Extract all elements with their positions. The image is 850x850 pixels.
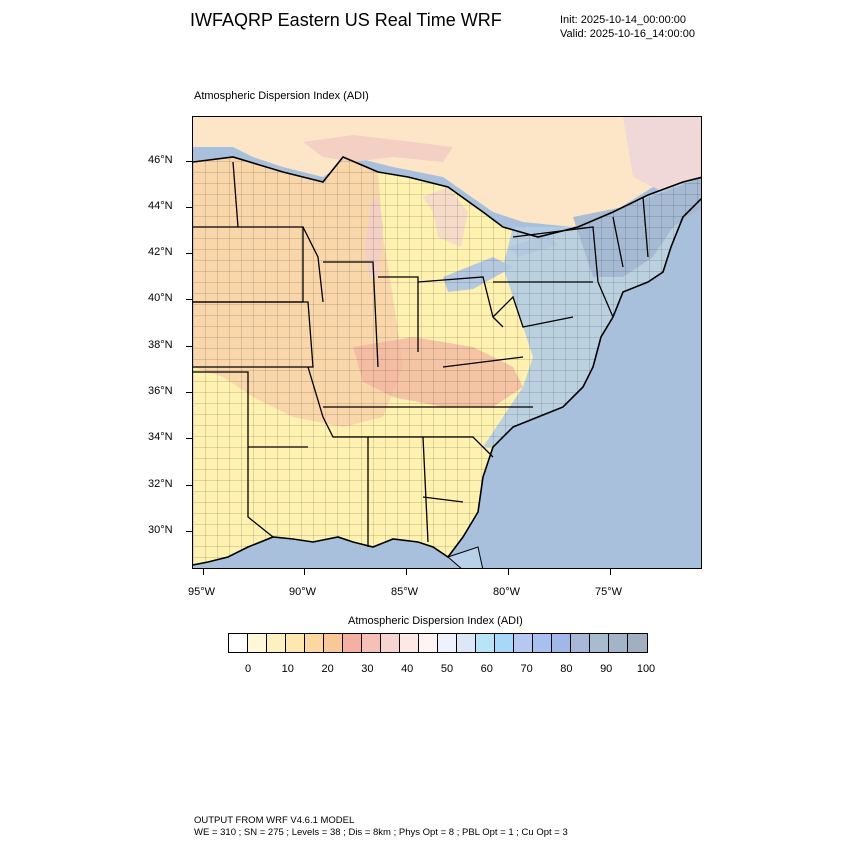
colorbar-label: 20 (321, 663, 334, 675)
colorbar-swatch (552, 634, 571, 652)
colorbar-swatch (343, 634, 362, 652)
colorbar-swatch (305, 634, 324, 652)
lon-tick (508, 569, 509, 575)
lon-label: 95°W (188, 586, 216, 598)
time-info: Init: 2025-10-14_00:00:00 Valid: 2025-10… (560, 13, 695, 41)
map-svg (193, 117, 701, 568)
colorbar-swatch (495, 634, 514, 652)
canada-east (623, 117, 701, 192)
lat-label: 36°N (148, 385, 173, 397)
colorbar-swatch (514, 634, 533, 652)
lon-label: 90°W (289, 586, 317, 598)
colorbar-swatch (419, 634, 438, 652)
colorbar-label: 0 (244, 663, 252, 675)
lat-tick (186, 346, 192, 347)
county-lines (193, 157, 701, 565)
colorbar-label: 50 (440, 663, 454, 675)
footer-line-2: WE = 310 ; SN = 275 ; Levels = 38 ; Dis … (194, 827, 568, 838)
lat-tick (186, 253, 192, 254)
colorbar (228, 633, 648, 653)
colorbar-swatch (229, 634, 248, 652)
colorbar-swatch (457, 634, 476, 652)
colorbar-swatch (590, 634, 609, 652)
colorbar-label: 70 (520, 663, 533, 675)
colorbar-title: Atmospheric Dispersion Index (ADI) (348, 615, 523, 627)
colorbar-swatch (324, 634, 343, 652)
lat-label: 42°N (148, 246, 173, 258)
lat-tick (186, 207, 192, 208)
colorbar-swatch (286, 634, 305, 652)
model-footer: OUTPUT FROM WRF V4.6.1 MODEL WE = 310 ; … (194, 815, 568, 839)
init-time: Init: 2025-10-14_00:00:00 (560, 14, 686, 26)
lat-tick (186, 438, 192, 439)
colorbar-label: 30 (361, 663, 374, 675)
footer-line-1: OUTPUT FROM WRF V4.6.1 MODEL (194, 815, 355, 826)
colorbar-label: 100 (636, 663, 656, 675)
colorbar-label: 60 (480, 663, 493, 675)
colorbar-label: 90 (600, 663, 613, 675)
colorbar-label: 40 (401, 663, 414, 675)
coastline (193, 156, 701, 566)
colorbar-swatch (438, 634, 457, 652)
lat-label: 44°N (148, 200, 173, 212)
colorbar-swatch (609, 634, 628, 652)
colorbar-swatch (571, 634, 590, 652)
lake-superior (303, 135, 453, 162)
lat-tick (186, 531, 192, 532)
map-panel (192, 116, 702, 569)
colorbar-swatch (476, 634, 495, 652)
state-boundaries (193, 161, 649, 547)
lat-tick (186, 161, 192, 162)
colorbar-swatch (400, 634, 419, 652)
lat-label: 40°N (148, 292, 173, 304)
valid-time: Valid: 2025-10-16_14:00:00 (560, 28, 695, 40)
lon-label: 85°W (391, 586, 419, 598)
lat-label: 32°N (148, 478, 173, 490)
lat-label: 30°N (148, 524, 173, 536)
map-subtitle: Atmospheric Dispersion Index (ADI) (194, 90, 369, 102)
lat-label: 34°N (148, 431, 173, 443)
lon-tick (406, 569, 407, 575)
lat-label: 46°N (148, 154, 173, 166)
colorbar-swatch (533, 634, 552, 652)
lat-label: 38°N (148, 339, 173, 351)
colorbar-swatch (362, 634, 381, 652)
colorbar-label: 10 (281, 663, 294, 675)
lon-label: 75°W (595, 586, 623, 598)
colorbar-swatch (248, 634, 267, 652)
page-title: IWFAQRP Eastern US Real Time WRF (190, 10, 502, 30)
colorbar-label: 80 (560, 663, 573, 675)
colorbar-swatch (381, 634, 400, 652)
lon-label: 80°W (493, 586, 521, 598)
lon-tick (203, 569, 204, 575)
lat-tick (186, 392, 192, 393)
colorbar-swatch (628, 634, 647, 652)
lat-tick (186, 299, 192, 300)
lat-tick (186, 485, 192, 486)
florida-tip (447, 546, 484, 568)
colorbar-swatch (267, 634, 286, 652)
lon-tick (610, 569, 611, 575)
lon-tick (304, 569, 305, 575)
